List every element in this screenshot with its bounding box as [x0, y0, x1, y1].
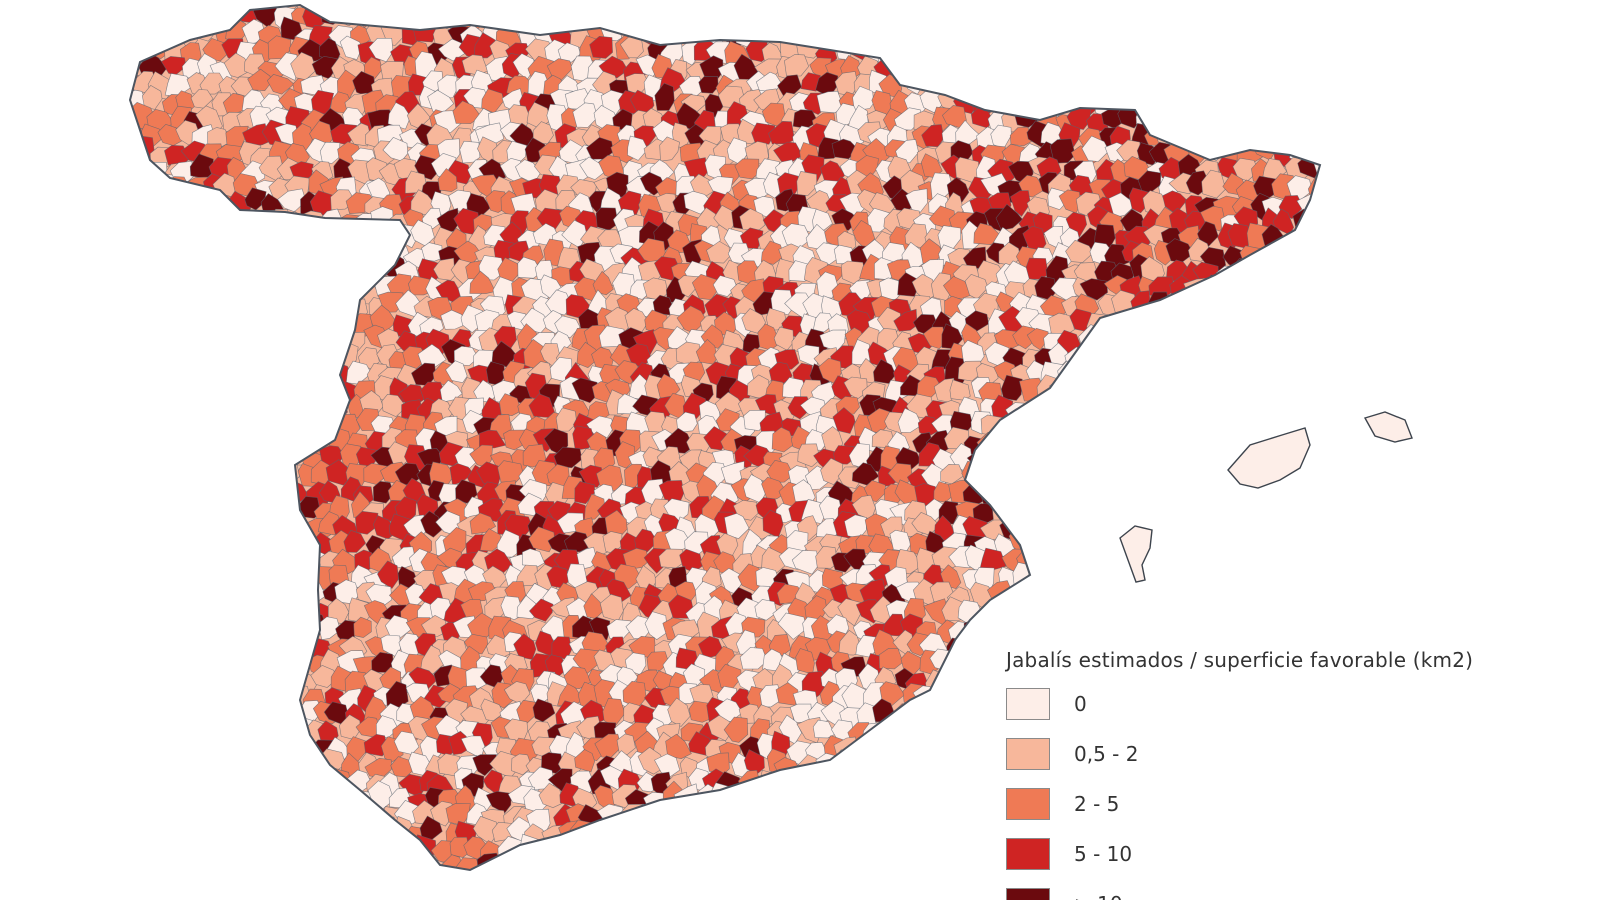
legend-item: 0,5 - 2	[1006, 736, 1526, 772]
legend-swatch	[1006, 788, 1050, 820]
legend-swatch	[1006, 688, 1050, 720]
map-legend: Jabalís estimados / superficie favorable…	[1006, 648, 1526, 900]
legend-label: 0	[1074, 692, 1087, 716]
legend-swatch	[1006, 888, 1050, 900]
legend-items: 0 0,5 - 2 2 - 5 5 - 10 > 10	[1006, 686, 1526, 900]
legend-item: 5 - 10	[1006, 836, 1526, 872]
legend-title: Jabalís estimados / superficie favorable…	[1006, 648, 1474, 672]
legend-item: 2 - 5	[1006, 786, 1526, 822]
legend-label: 5 - 10	[1074, 842, 1133, 866]
legend-label: 2 - 5	[1074, 792, 1120, 816]
legend-item: > 10	[1006, 886, 1526, 900]
balearic-islands	[1119, 411, 1413, 583]
legend-label: 0,5 - 2	[1074, 742, 1139, 766]
legend-item: 0	[1006, 686, 1526, 722]
legend-label: > 10	[1074, 892, 1123, 900]
legend-swatch	[1006, 738, 1050, 770]
legend-swatch	[1006, 838, 1050, 870]
